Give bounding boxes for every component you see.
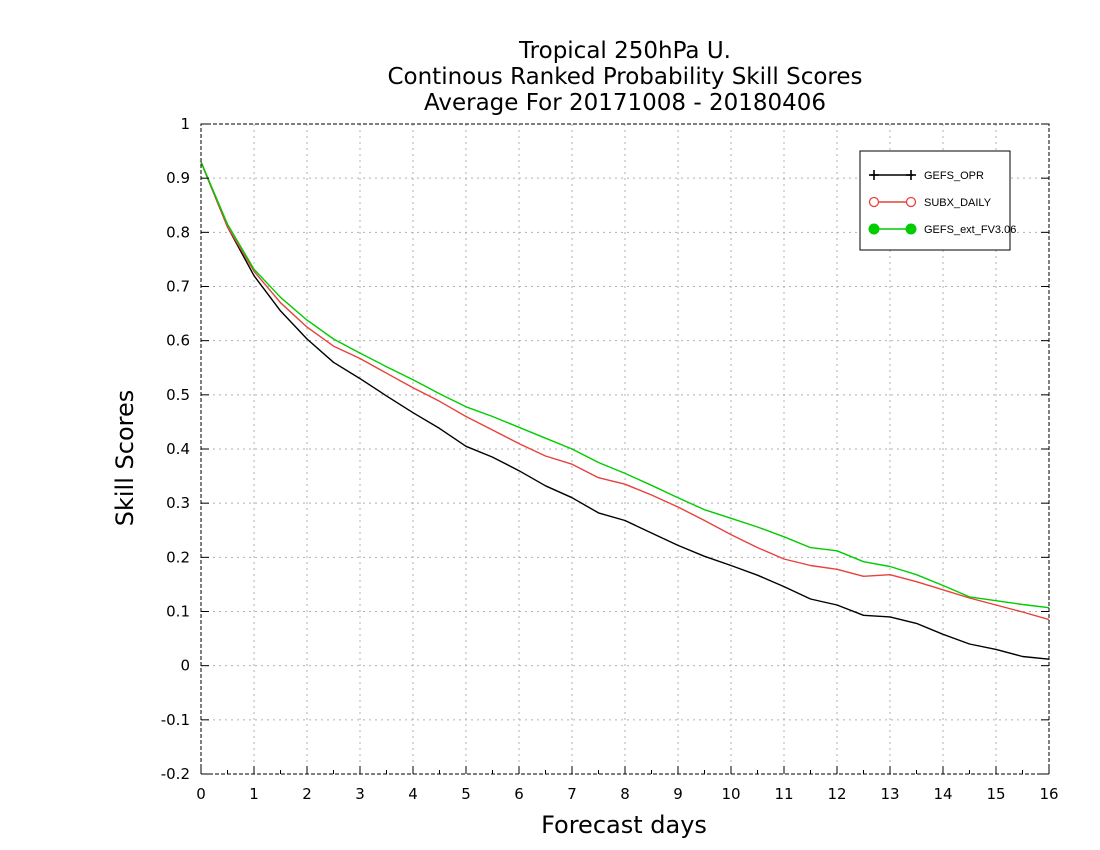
x-axis-label: Forecast days [541,811,707,839]
y-tick-label: 0.8 [166,223,190,241]
y-tick-label: 1 [180,115,190,133]
x-tick-label: 11 [774,785,793,803]
series-line-gefs-opr [200,161,1050,660]
x-tick-label: 9 [673,785,683,803]
x-tick-label: 0 [196,785,206,803]
y-tick-label: 0.4 [166,440,190,458]
y-tick-label: -0.2 [161,765,190,783]
legend-marker-filled-circle-icon [905,223,917,235]
y-axis-label: Skill Scores [111,390,139,527]
legend-marker-open-circle-icon [905,196,917,208]
legend-box [859,150,1011,251]
y-tick-label: 0.3 [166,494,190,512]
series-line-subx-daily [200,161,1050,621]
y-tick-label: 0.7 [166,278,190,296]
x-tick-label: 15 [986,785,1005,803]
y-tick-label: 0.9 [166,169,190,187]
y-tick-label: 0.5 [166,386,190,404]
x-tick-label: 5 [461,785,471,803]
plot-series [200,161,1050,660]
legend-label-subx-daily: SUBX_DAILY [924,197,992,209]
y-tick-label: 0 [180,657,190,675]
legend-marker-open-circle-icon [868,196,880,208]
x-tick-label: 12 [827,785,846,803]
x-tick-label: 14 [933,785,952,803]
x-tick-label: 3 [355,785,365,803]
chart-title-line-3: Average For 20171008 - 20180406 [424,90,826,116]
chart-title-line-2: Continous Ranked Probability Skill Score… [387,64,862,90]
x-tick-label: 16 [1039,785,1058,803]
x-tick-label: 2 [302,785,312,803]
y-tick-label: -0.1 [161,711,190,729]
chart-title-line-1: Tropical 250hPa U. [518,38,731,64]
plot-frame [200,123,1050,775]
grid [201,124,1049,774]
legend: GEFS_OPR SUBX_DAILY GEFS_ext_FV3.06 [859,150,1016,251]
x-tick-label: 8 [620,785,630,803]
series-line-gefs-ext-fv3-06 [200,161,1050,609]
y-tick-label: 0.6 [166,332,190,350]
legend-label-gefs-ext-fv3-06: GEFS_ext_FV3.06 [924,224,1016,236]
x-tick-label: 10 [721,785,740,803]
axis-ticks: 0 1 2 3 4 5 6 7 8 9 10 11 12 13 14 15 16-0.2-0.100.10.20… [161,115,1059,803]
y-tick-label: 0.1 [166,603,190,621]
x-tick-label: 6 [514,785,524,803]
legend-marker-filled-circle-icon [868,223,880,235]
x-tick-label: 4 [408,785,418,803]
y-tick-label: 0.2 [166,548,190,566]
x-tick-label: 13 [880,785,899,803]
x-tick-label: 7 [567,785,577,803]
legend-label-gefs-opr: GEFS_OPR [924,170,984,182]
x-tick-label: 1 [249,785,259,803]
